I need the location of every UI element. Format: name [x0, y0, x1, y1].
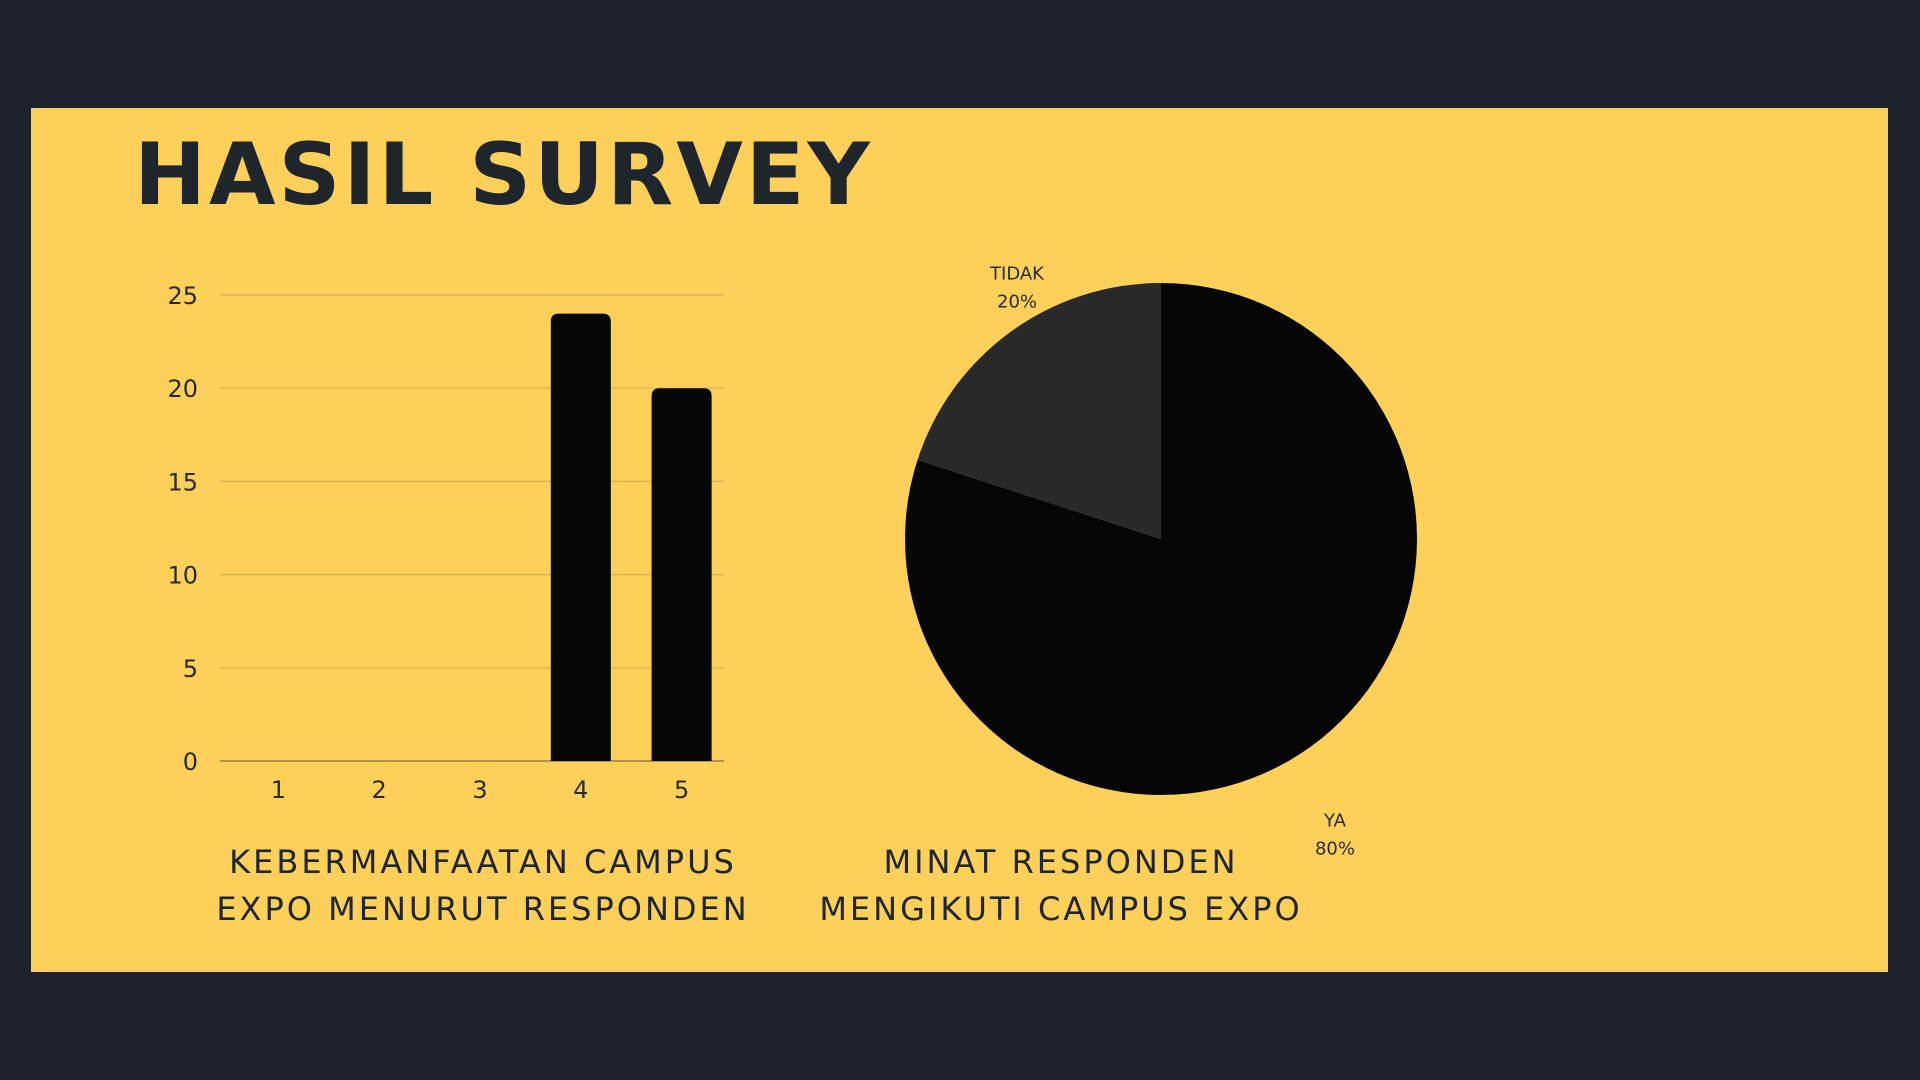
bar-chart: 0 5 10 15 20 25 1 2 3 4 5 — [167, 282, 724, 804]
bar-caption-line-2: EXPO MENURUT RESPONDEN — [216, 890, 750, 928]
x-tick-label: 2 — [372, 776, 387, 804]
y-tick-label: 25 — [167, 282, 198, 310]
pie-caption-line-1: MINAT RESPONDEN — [883, 843, 1239, 881]
survey-panel: HASIL SURVEY 0 5 10 15 20 25 1 2 3 4 5 YA 80% TIDAK 2… — [31, 108, 1888, 972]
bar-chart-caption: KEBERMANFAATAN CAMPUS EXPO MENURUT RESPO… — [203, 839, 763, 933]
pie-chart-caption: MINAT RESPONDEN MENGIKUTI CAMPUS EXPO — [781, 839, 1341, 933]
y-tick-label: 20 — [167, 375, 198, 403]
y-tick-label: 15 — [167, 468, 198, 496]
x-tick-label: 1 — [271, 776, 286, 804]
x-tick-label: 5 — [674, 776, 689, 804]
y-tick-label: 5 — [183, 655, 198, 683]
bar-5 — [651, 388, 712, 761]
bar-caption-line-1: KEBERMANFAATAN CAMPUS — [229, 843, 737, 881]
pie-caption-line-2: MENGIKUTI CAMPUS EXPO — [819, 890, 1303, 928]
y-tick-label: 10 — [167, 562, 198, 590]
page-title: HASIL SURVEY — [134, 125, 873, 225]
x-tick-label: 4 — [573, 776, 588, 804]
y-tick-label: 0 — [183, 748, 198, 776]
x-tick-label: 3 — [472, 776, 487, 804]
bar-4 — [550, 313, 611, 761]
